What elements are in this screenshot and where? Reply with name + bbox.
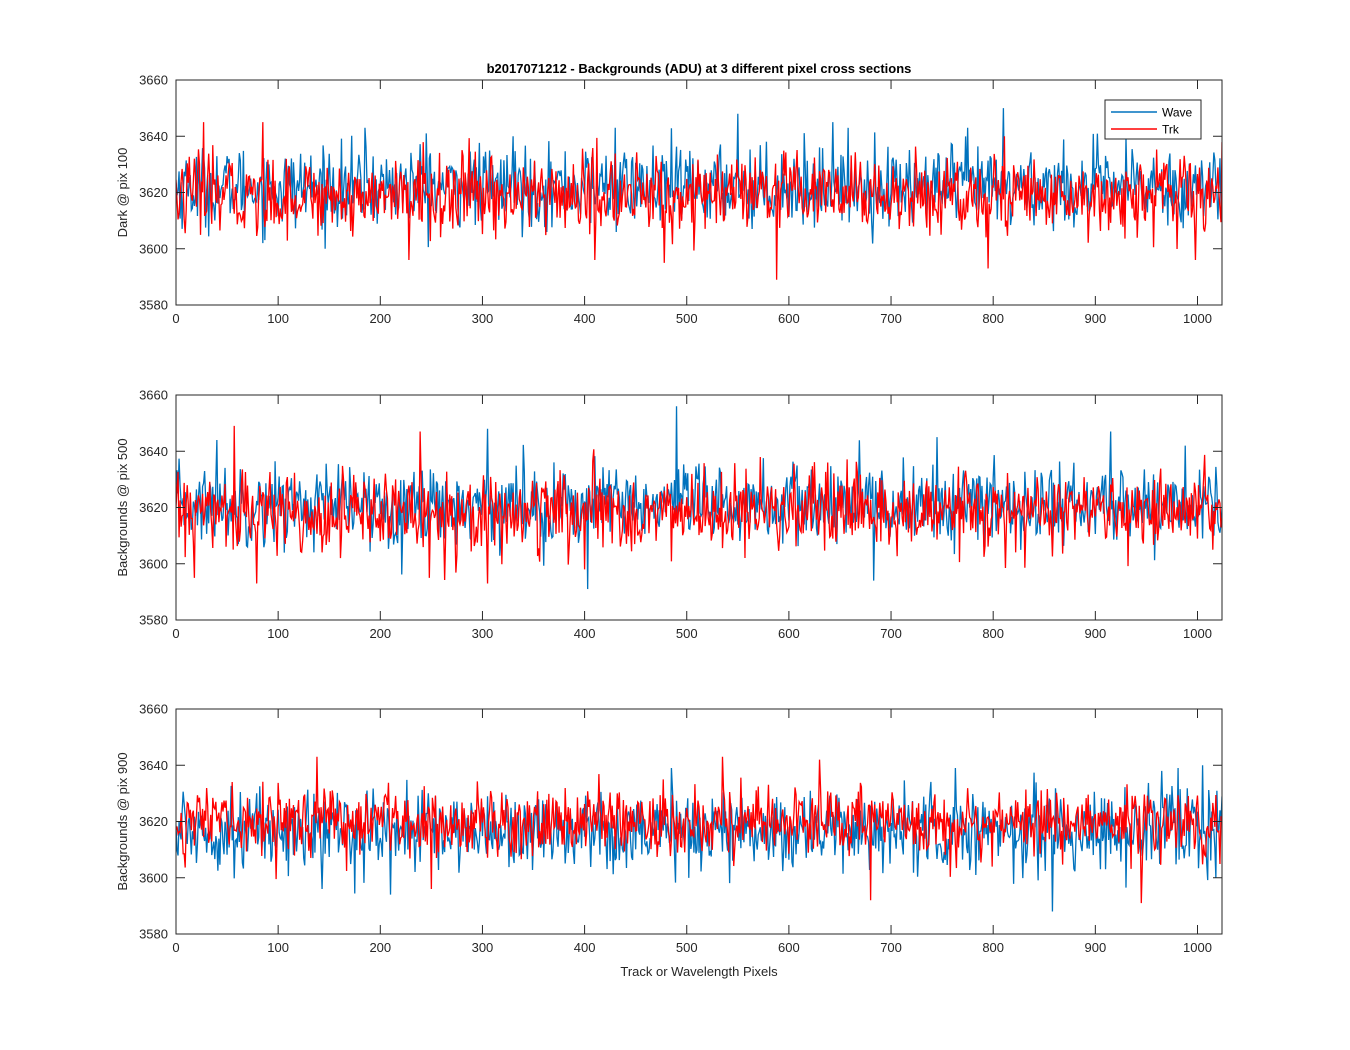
x-tick-label: 500: [676, 311, 698, 326]
x-tick-label: 500: [676, 940, 698, 955]
x-tick-label: 600: [778, 626, 800, 641]
legend: Wave Trk: [1104, 99, 1202, 140]
x-tick-label: 1000: [1183, 311, 1212, 326]
y-tick-label: 3620: [139, 500, 168, 515]
x-tick-label: 0: [172, 626, 179, 641]
x-tick-label: 900: [1084, 940, 1106, 955]
x-tick-label: 700: [880, 940, 902, 955]
x-tick-label: 500: [676, 626, 698, 641]
legend-label-wave: Wave: [1162, 106, 1193, 120]
x-tick-label: 800: [982, 940, 1004, 955]
series-line-wave-1: [176, 108, 1222, 249]
y-tick-label: 3580: [139, 613, 168, 628]
x-tick-label: 800: [982, 626, 1004, 641]
x-tick-label: 800: [982, 311, 1004, 326]
x-tick-label: 1000: [1183, 626, 1212, 641]
x-tick-label: 200: [369, 311, 391, 326]
x-tick-label: 600: [778, 940, 800, 955]
series-line-trk-2: [176, 425, 1222, 584]
subplot-2: 0 100 200 300 400 500 600 700 800 900 1000 3580 3600…: [115, 388, 1223, 641]
x-axis-label: Track or Wavelength Pixels: [620, 964, 778, 979]
legend-label-trk: Trk: [1162, 123, 1180, 137]
series-line-wave-3: [176, 765, 1222, 912]
series-line-trk-3: [176, 756, 1222, 904]
x-tick-label: 100: [267, 940, 289, 955]
x-tick-label: 400: [574, 311, 596, 326]
y-axis-label-1: Dark @ pix 100: [115, 148, 130, 238]
y-tick-label: 3600: [139, 241, 168, 256]
x-tick-label: 1000: [1183, 940, 1212, 955]
x-tick-label: 200: [369, 626, 391, 641]
x-tick-label: 700: [880, 311, 902, 326]
x-tick-label: 400: [574, 626, 596, 641]
y-tick-label: 3660: [139, 702, 168, 717]
y-tick-label: 3620: [139, 185, 168, 200]
y-axis-label-2: Backgrounds @ pix 500: [115, 438, 130, 576]
legend-box: [1104, 99, 1202, 140]
y-tick-label: 3640: [139, 129, 168, 144]
x-tick-label: 200: [369, 940, 391, 955]
x-tick-label: 600: [778, 311, 800, 326]
series-line-wave-2: [176, 406, 1222, 590]
y-tick-label: 3580: [139, 927, 168, 942]
y-tick-label: 3640: [139, 758, 168, 773]
y-tick-label: 3660: [139, 388, 168, 403]
x-tick-label: 700: [880, 626, 902, 641]
subplot-1: 0 100 200 300 400 500 600 700 800 900 1000 3580 3600…: [115, 73, 1223, 326]
x-tick-label: 900: [1084, 626, 1106, 641]
y-tick-label: 3640: [139, 444, 168, 459]
panels: 0 100 200 300 400 500 600 700 800 900 100035803600…: [115, 73, 1223, 955]
x-tick-label: 300: [472, 626, 494, 641]
x-tick-label: 400: [574, 940, 596, 955]
y-tick-label: 3600: [139, 556, 168, 571]
y-axis-label-3: Backgrounds @ pix 900: [115, 752, 130, 890]
x-tick-label: 300: [472, 311, 494, 326]
y-tick-label: 3620: [139, 814, 168, 829]
y-tick-label: 3600: [139, 870, 168, 885]
series-line-trk-1: [176, 122, 1222, 280]
x-tick-label: 900: [1084, 311, 1106, 326]
x-tick-label: 0: [172, 311, 179, 326]
y-tick-label: 3660: [139, 73, 168, 88]
subplot-3: 0 100 200 300 400 500 600 700 800 900 1000 3580 3600…: [115, 702, 1223, 955]
x-tick-label: 300: [472, 940, 494, 955]
chart-title: b2017071212 - Backgrounds (ADU) at 3 dif…: [487, 61, 912, 76]
x-tick-label: 0: [172, 940, 179, 955]
x-tick-label: 100: [267, 626, 289, 641]
x-tick-label: 100: [267, 311, 289, 326]
y-tick-label: 3580: [139, 298, 168, 313]
